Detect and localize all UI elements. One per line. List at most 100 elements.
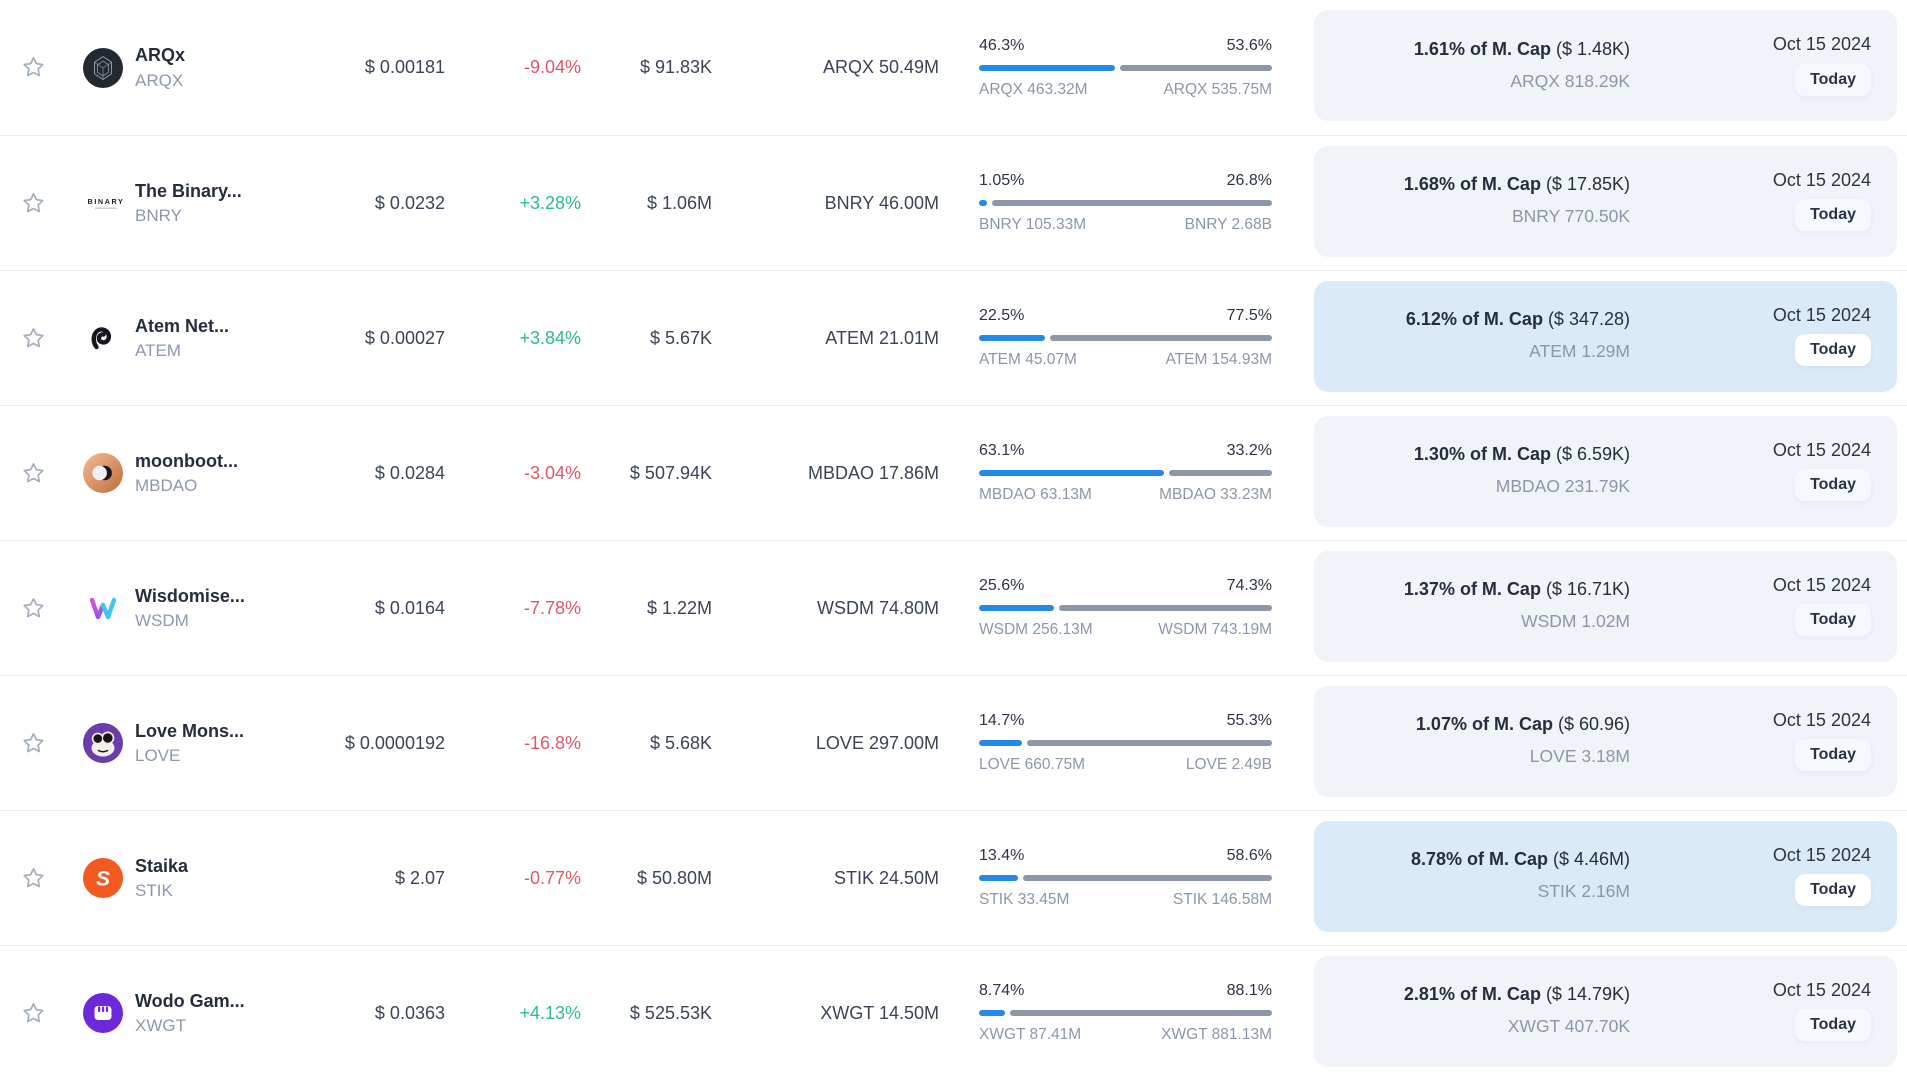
mcap-usd-label: ($ 16.71K) xyxy=(1545,579,1630,600)
locked-amount-label: MBDAO 33.23M xyxy=(1159,486,1272,504)
progress-bar-remainder-segment xyxy=(1009,1010,1272,1017)
coin-text: Wisdomise... WSDM xyxy=(135,585,245,632)
volume-value: $ 1.22M xyxy=(646,597,712,618)
table-row[interactable]: Wodo Gam... XWGT $ 0.0363 +4.13% $ 525.5… xyxy=(0,945,1907,1080)
locked-amount-label: ARQX 535.75M xyxy=(1163,80,1272,98)
watchlist-star-icon[interactable] xyxy=(20,595,47,622)
watchlist-cell xyxy=(0,1000,66,1027)
watchlist-cell xyxy=(0,865,66,892)
locked-percent-label: 26.8% xyxy=(1226,172,1272,190)
unlocked-supply-value: ARQX 50.49M xyxy=(822,57,939,77)
unlock-progress: 46.3% 53.6% ARQX 463.32M ARQX 535.75M xyxy=(979,37,1272,98)
coin-name: Atem Net... xyxy=(135,315,230,336)
next-unlock-when: Oct 15 2024 Today xyxy=(1773,845,1871,907)
watchlist-star-icon[interactable] xyxy=(20,460,47,487)
coin-cell[interactable]: Atem Net... ATEM xyxy=(66,315,280,362)
next-unlock-amount: ARQX 818.29K xyxy=(1510,70,1630,91)
next-unlock-amount: LOVE 3.18M xyxy=(1529,746,1630,767)
table-row[interactable]: Atem Net... ATEM $ 0.00027 +3.84% $ 5.67… xyxy=(0,270,1907,405)
mcap-percent-label: 8.78% of M. Cap xyxy=(1410,849,1548,870)
unlock-date: Oct 15 2024 xyxy=(1772,979,1871,1000)
today-badge: Today xyxy=(1795,334,1871,367)
next-unlock-summary: 1.37% of M. Cap ($ 16.71K) WSDM 1.02M xyxy=(1354,580,1630,631)
coin-name: Staika xyxy=(135,855,189,876)
coin-cell[interactable]: Wisdomise... WSDM xyxy=(66,585,280,632)
unlocked-percent-label: 14.7% xyxy=(979,712,1025,730)
coin-cell[interactable]: ARQx ARQX xyxy=(66,44,280,91)
progress-percent-row: 22.5% 77.5% xyxy=(979,308,1272,324)
coin-symbol: ATEM xyxy=(135,341,181,361)
next-unlock-title: 8.78% of M. Cap ($ 4.46M) xyxy=(1354,850,1630,870)
table-row[interactable]: Love Mons... LOVE $ 0.0000192 -16.8% $ 5… xyxy=(0,675,1907,810)
watchlist-star-icon[interactable] xyxy=(20,730,47,757)
arqx-logo xyxy=(83,47,129,88)
coin-symbol: WSDM xyxy=(135,611,189,631)
wsdm-logo xyxy=(83,588,129,628)
table-row[interactable]: ARQx ARQX $ 0.00181 -9.04% $ 91.83K ARQX… xyxy=(0,0,1907,135)
unlock-progress: 22.5% 77.5% ATEM 45.07M ATEM 154.93M xyxy=(979,308,1272,368)
volume-value: $ 91.83K xyxy=(639,57,712,77)
svg-text:BINARY: BINARY xyxy=(88,197,125,206)
watchlist-star-icon[interactable] xyxy=(20,325,47,352)
table-row[interactable]: BINARY The Binary... BNRY $ 0.0232 +3.28… xyxy=(0,135,1907,270)
watchlist-star-icon[interactable] xyxy=(20,1000,47,1027)
mcap-percent-label: 1.68% of M. Cap xyxy=(1403,174,1541,195)
unlocked-percent-label: 63.1% xyxy=(979,442,1025,460)
unlock-date: Oct 15 2024 xyxy=(1772,304,1871,325)
progress-bar-remainder-segment xyxy=(992,200,1272,207)
table-row[interactable]: S Staika STIK $ 2.07 -0.77% $ 50.80M STI… xyxy=(0,810,1907,945)
progress-bar-filled-segment xyxy=(979,335,1045,342)
price-value: $ 0.00181 xyxy=(364,57,445,77)
unlocked-supply-value: STIK 24.50M xyxy=(833,867,939,888)
unlocked-percent-label: 22.5% xyxy=(979,307,1025,325)
coin-cell[interactable]: Wodo Gam... XWGT xyxy=(66,990,280,1037)
watchlist-star-icon[interactable] xyxy=(20,865,47,892)
mcap-percent-label: 1.61% of M. Cap xyxy=(1413,38,1551,59)
table-row[interactable]: Wisdomise... WSDM $ 0.0164 -7.78% $ 1.22… xyxy=(0,540,1907,675)
mcap-usd-label: ($ 60.96) xyxy=(1557,714,1630,735)
xwgt-logo xyxy=(83,993,129,1033)
watchlist-star-icon[interactable] xyxy=(20,190,47,217)
unlocked-supply-value: MBDAO 17.86M xyxy=(807,462,939,483)
price-change-value: -7.78% xyxy=(523,597,581,618)
volume-value: $ 5.67K xyxy=(649,327,712,348)
coin-cell[interactable]: S Staika STIK xyxy=(66,855,280,902)
next-unlock-panel: 1.30% of M. Cap ($ 6.59K) MBDAO 231.79K O… xyxy=(1314,415,1897,527)
unlock-progress: 13.4% 58.6% STIK 33.45M STIK 146.58M xyxy=(979,848,1272,908)
progress-bar-filled-segment xyxy=(979,740,1023,747)
watchlist-star-icon[interactable] xyxy=(20,54,47,81)
coin-symbol: XWGT xyxy=(135,1016,186,1036)
unlocked-amount-label: MBDAO 63.13M xyxy=(979,486,1092,504)
table-row[interactable]: moonboot... MBDAO $ 0.0284 -3.04% $ 507.… xyxy=(0,405,1907,540)
next-unlock-amount: XWGT 407.70K xyxy=(1507,1016,1630,1037)
progress-amount-row: BNRY 105.33M BNRY 2.68B xyxy=(979,217,1272,233)
unlock-progress: 14.7% 55.3% LOVE 660.75M LOVE 2.49B xyxy=(979,713,1272,773)
coin-name: Wodo Gam... xyxy=(135,990,245,1011)
next-unlock-amount: MBDAO 231.79K xyxy=(1495,476,1630,497)
today-badge: Today xyxy=(1795,469,1871,502)
price-value: $ 0.0284 xyxy=(374,462,445,483)
coin-cell[interactable]: Love Mons... LOVE xyxy=(66,720,280,767)
unlock-progress: 1.05% 26.8% BNRY 105.33M BNRY 2.68B xyxy=(979,173,1272,233)
next-unlock-summary: 1.30% of M. Cap ($ 6.59K) MBDAO 231.79K xyxy=(1354,445,1630,496)
unlocked-supply-value: BNRY 46.00M xyxy=(824,192,939,213)
coin-cell[interactable]: moonboot... MBDAO xyxy=(66,450,280,497)
locked-percent-label: 33.2% xyxy=(1226,442,1272,460)
next-unlock-title: 1.61% of M. Cap ($ 1.48K) xyxy=(1354,38,1630,60)
progress-bar-remainder-segment xyxy=(1168,470,1272,477)
love-logo xyxy=(83,723,129,763)
locked-amount-label: STIK 146.58M xyxy=(1172,891,1272,909)
price-value: $ 2.07 xyxy=(394,867,445,888)
coin-cell[interactable]: BINARY The Binary... BNRY xyxy=(66,180,280,227)
watchlist-cell xyxy=(0,54,66,81)
unlocked-amount-label: STIK 33.45M xyxy=(979,891,1070,909)
coin-text: The Binary... BNRY xyxy=(135,180,242,227)
coin-text: Wodo Gam... XWGT xyxy=(135,990,245,1037)
coin-name: Wisdomise... xyxy=(135,585,245,606)
next-unlock-panel: 1.68% of M. Cap ($ 17.85K) BNRY 770.50K O… xyxy=(1314,145,1897,257)
price-change-value: +3.28% xyxy=(519,192,581,213)
volume-value: $ 507.94K xyxy=(629,462,712,483)
atem-logo xyxy=(83,318,129,358)
next-unlock-when: Oct 15 2024 Today xyxy=(1772,979,1871,1042)
